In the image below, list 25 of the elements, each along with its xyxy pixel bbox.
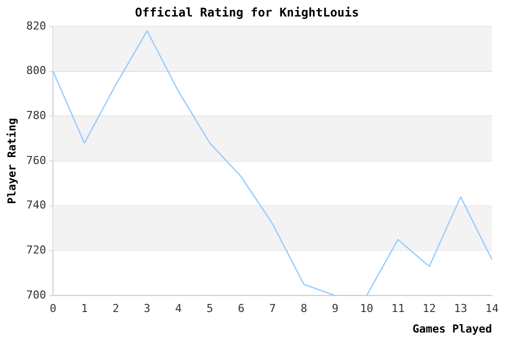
x-tick-label: 13 (454, 302, 468, 316)
x-tick-label: 2 (112, 302, 120, 316)
y-tick-label: 740 (26, 198, 46, 212)
x-tick-label: 7 (269, 302, 276, 316)
y-tick-label: 720 (26, 244, 46, 257)
x-tick-label: 0 (50, 302, 56, 316)
x-tick-label: 3 (144, 302, 150, 316)
x-tick-label: 11 (391, 302, 405, 316)
x-tick-label: 8 (300, 302, 308, 316)
x-tick-label: 14 (485, 302, 499, 316)
y-tick-label: 780 (26, 108, 46, 122)
y-tick-label: 760 (26, 154, 46, 167)
x-tick-label: 10 (360, 302, 374, 316)
y-axis-title: Player Rating (5, 118, 18, 204)
x-tick-label: 1 (81, 302, 88, 316)
y-tick-label: 800 (26, 64, 46, 78)
x-tick-label: 6 (238, 302, 244, 316)
y-tick-label: 700 (26, 288, 46, 302)
x-tick-label: 12 (422, 302, 436, 316)
x-tick-label: 5 (206, 302, 214, 316)
y-tick-label: 820 (26, 19, 46, 32)
chart-title: Official Rating for KnightLouis (135, 5, 359, 20)
x-tick-label: 4 (175, 302, 182, 316)
x-tick-label: 9 (332, 302, 339, 316)
x-axis-title: Games Played (412, 322, 492, 336)
